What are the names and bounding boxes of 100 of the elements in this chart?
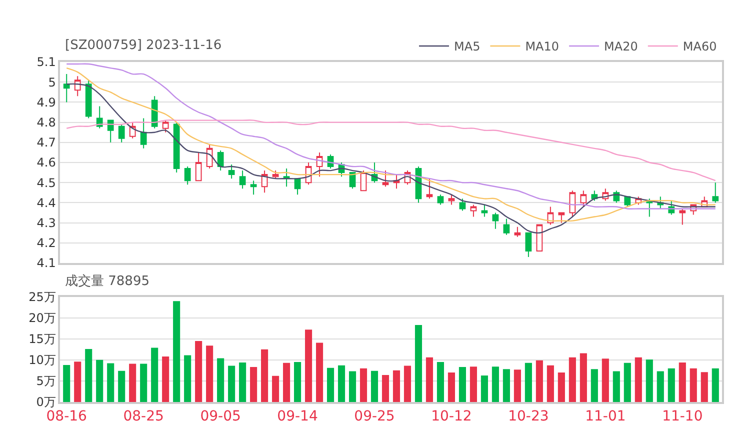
- candlestick: [558, 212, 565, 224]
- bar: [524, 362, 532, 402]
- x-tick-label: 08-25: [123, 408, 164, 425]
- bar: [458, 367, 466, 402]
- bar: [74, 362, 82, 402]
- bar: [448, 372, 456, 402]
- y-tick-label: 15万: [28, 332, 56, 346]
- bar: [85, 349, 92, 402]
- x-tick-label: 11-10: [662, 408, 703, 425]
- bar: [392, 370, 400, 402]
- line-series: [66, 83, 716, 234]
- candlestick: [525, 232, 532, 258]
- y-tick-label: 4.5: [36, 176, 56, 190]
- bar: [712, 368, 719, 402]
- legend-label: MA10: [525, 40, 560, 54]
- bar: [118, 370, 126, 402]
- bar: [700, 372, 708, 402]
- candlestick: [514, 226, 521, 238]
- candlestick: [250, 180, 257, 196]
- y-tick-label: 10万: [28, 353, 56, 368]
- bar: [162, 356, 170, 402]
- bar: [382, 375, 390, 402]
- line-series: [66, 120, 716, 182]
- bar: [590, 369, 598, 402]
- bar: [436, 362, 444, 402]
- bar: [239, 362, 246, 402]
- y-tick-label: 4.6: [36, 156, 56, 170]
- candlestick: [217, 150, 224, 172]
- candlestick: [459, 198, 466, 212]
- bar: [184, 355, 192, 402]
- bar: [568, 357, 576, 402]
- candlestick: [448, 194, 455, 206]
- bar: [261, 349, 268, 402]
- y-tick-label: 5: [48, 75, 56, 90]
- candlestick: [228, 164, 235, 180]
- candlestick: [470, 204, 477, 218]
- bar: [690, 368, 697, 402]
- bar: [426, 357, 434, 402]
- bar: [107, 363, 114, 402]
- bar: [470, 366, 477, 402]
- bar: [140, 364, 148, 402]
- candlestick: [184, 166, 191, 186]
- candlestick: [195, 152, 202, 182]
- legend-label: MA60: [682, 40, 717, 54]
- y-tick-label: 20万: [28, 311, 56, 326]
- bar: [305, 330, 312, 402]
- bar: [536, 360, 543, 402]
- bar: [404, 366, 412, 402]
- candlestick: [580, 190, 587, 208]
- candlestick: [679, 208, 686, 226]
- candlestick: [382, 170, 389, 188]
- y-tick-label: 5.1: [36, 55, 56, 70]
- bar: [173, 301, 180, 402]
- chart-title: 成交量 78895: [65, 273, 150, 289]
- candlestick: [481, 204, 488, 218]
- candlestick: [85, 80, 92, 119]
- bar: [316, 342, 324, 402]
- bar: [151, 348, 158, 402]
- candlestick: [162, 120, 169, 133]
- bar: [250, 367, 258, 402]
- bar: [294, 362, 302, 402]
- bar: [360, 368, 368, 402]
- candlestick: [173, 122, 180, 174]
- bar: [646, 360, 653, 402]
- x-tick-label: 08-16: [46, 408, 88, 425]
- bar: [326, 368, 334, 402]
- bar: [492, 366, 499, 402]
- bar: [228, 366, 236, 402]
- y-tick-label: 4.8: [36, 116, 56, 130]
- candlestick: [283, 168, 290, 188]
- y-tick-label: 0万: [36, 395, 56, 410]
- bar: [668, 368, 675, 402]
- bar: [63, 364, 70, 402]
- y-tick-label: 5万: [36, 374, 56, 388]
- candlestick: [151, 96, 158, 129]
- bar: [414, 325, 422, 402]
- bar: [602, 358, 609, 402]
- x-tick-label: 09-25: [354, 408, 395, 425]
- candlestick: [437, 194, 444, 206]
- bar: [195, 341, 202, 402]
- bar: [558, 372, 565, 402]
- bar: [96, 360, 104, 402]
- candlestick: [206, 144, 213, 170]
- legend-label: MA20: [604, 40, 638, 54]
- candlestick: [118, 124, 125, 143]
- candlestick: [492, 212, 499, 230]
- candlestick: [426, 178, 433, 200]
- bar: [272, 376, 280, 402]
- candlestick: [712, 182, 719, 204]
- bar: [678, 362, 686, 402]
- y-tick-label: 25万: [28, 290, 56, 304]
- candlestick: [74, 76, 81, 97]
- y-tick-label: 4.3: [36, 216, 56, 230]
- x-tick-label: 10-23: [508, 408, 549, 425]
- bar: [580, 353, 587, 402]
- y-tick-label: 4.7: [36, 136, 56, 150]
- candlestick: [272, 170, 279, 180]
- legend-label: MA5: [454, 40, 480, 54]
- bar: [206, 346, 214, 402]
- bar: [612, 371, 620, 402]
